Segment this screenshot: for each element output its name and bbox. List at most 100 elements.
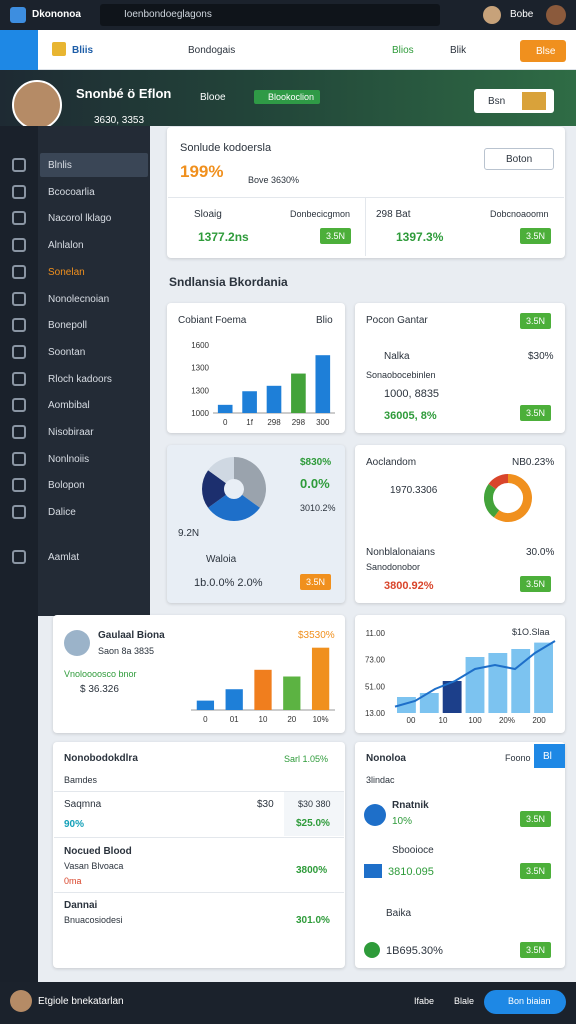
stat-caption: Donbecicgmon <box>290 209 351 219</box>
menu-item[interactable]: Bolopon <box>48 480 85 492</box>
x-tick-label: 200 <box>532 716 546 725</box>
card-sub: Bamdes <box>64 775 98 785</box>
card-title: Pocon Gantar <box>366 315 428 326</box>
card-badge[interactable]: 3.5N <box>520 576 552 592</box>
menu-icon <box>12 505 26 520</box>
bottom-link[interactable]: Blale <box>454 996 475 1006</box>
menu-icon <box>12 478 26 493</box>
bottom-button[interactable] <box>484 990 566 1014</box>
card-action[interactable]: Blio <box>316 315 333 326</box>
card-button[interactable] <box>534 744 565 768</box>
nav-link[interactable]: Blik <box>450 45 467 56</box>
card-sub: 3lindac <box>366 775 395 785</box>
avatar <box>364 804 386 826</box>
donut-segment <box>208 494 260 521</box>
menu-icon <box>12 318 26 333</box>
donut-segment <box>202 470 227 508</box>
header-dropdown[interactable]: Blooe <box>200 92 226 103</box>
y-tick-label: 73.00 <box>365 656 386 665</box>
row-name: Saqmna <box>64 799 102 810</box>
nav-link[interactable]: Blios <box>392 45 414 56</box>
nav-search[interactable]: Bondogais <box>188 45 236 56</box>
menu-item[interactable]: Blnlis <box>48 160 72 171</box>
card-badge[interactable]: 3.5N <box>520 405 552 421</box>
x-tick-label: 0 <box>203 715 208 724</box>
card-badge[interactable]: 3.5N <box>520 313 552 329</box>
menu-item[interactable]: Rloch kadoors <box>48 373 112 385</box>
menu-icon <box>12 238 26 253</box>
card-title: Nonobodokdlra <box>64 753 138 764</box>
bottom-link[interactable]: Ifabe <box>414 996 435 1006</box>
menu-item[interactable]: Soontan <box>48 346 86 358</box>
bottom-button-label: Bon biaian <box>508 996 551 1006</box>
summary-button[interactable] <box>484 148 554 170</box>
divider <box>54 791 344 792</box>
row-value: 3800% <box>296 865 328 876</box>
menu-item[interactable]: Nonolecnoian <box>48 293 110 305</box>
menu-item[interactable]: Bonepoll <box>48 320 87 332</box>
divider <box>168 197 564 198</box>
y-tick-label: 1600 <box>191 341 209 350</box>
card-link[interactable]: Foono <box>505 753 531 763</box>
stat-badge[interactable]: 3.5N <box>320 228 352 244</box>
menu-icon <box>12 398 26 413</box>
card-badge[interactable]: 3.5N <box>520 811 552 827</box>
bar <box>311 647 330 710</box>
y-tick-label: 13.00 <box>365 709 386 718</box>
user-avatar[interactable] <box>483 6 501 24</box>
stat-label: Sloaig <box>194 209 222 220</box>
person-name: Sbooioce <box>392 845 434 856</box>
table-card <box>53 742 345 968</box>
list-caption: Sonaobocebinlen <box>366 370 436 380</box>
menu-item[interactable]: Bcocoarlia <box>48 186 95 198</box>
menu-icon <box>12 425 26 439</box>
donut-segment <box>484 483 500 518</box>
icon-rail <box>0 126 38 982</box>
menu-item[interactable]: Aombibal <box>48 400 90 412</box>
menu-icon <box>12 549 26 564</box>
brand[interactable]: Bliis <box>72 45 94 56</box>
app-name: Dkononoa <box>32 9 81 20</box>
card-header-right: Sarl 1.05% <box>284 754 329 764</box>
stat-badge[interactable]: 3.5N <box>520 228 552 244</box>
donut-segment <box>493 474 532 522</box>
menu-item[interactable]: Nisobiraar <box>48 427 94 438</box>
stat-caption: Dobcnoaoomn <box>490 209 549 219</box>
menu-item[interactable]: Aamlat <box>48 551 80 563</box>
menu-icon <box>12 344 26 359</box>
menu-item[interactable]: Alnlalon <box>48 240 84 252</box>
card-badge[interactable]: 3.5N <box>520 863 552 879</box>
brand-icon <box>52 42 66 56</box>
y-tick-label: 1300 <box>191 364 209 373</box>
profile-avatar[interactable] <box>546 5 566 25</box>
menu-highlight <box>40 153 148 177</box>
stat-label: 298 Bat <box>376 209 411 220</box>
menu-item[interactable]: Dalice <box>48 507 76 519</box>
app-logo <box>10 7 26 23</box>
x-tick-label: 20 <box>287 715 296 724</box>
nav-button[interactable] <box>520 40 566 62</box>
search-text: Ioenbondoeglagons <box>124 9 212 20</box>
row-sub: Bnuacosiodesi <box>64 915 123 925</box>
row-value: $25.0% <box>296 818 330 829</box>
card-badge[interactable]: 3.5N <box>300 574 332 590</box>
menu-item[interactable]: Sonelan <box>48 266 85 278</box>
bar <box>283 676 301 710</box>
x-tick-label: 10% <box>313 715 329 724</box>
menu-item[interactable]: Nonlnoiis <box>48 453 90 465</box>
header-tag-bg <box>254 90 320 104</box>
home-button[interactable] <box>0 30 38 70</box>
menu-icon <box>12 158 26 172</box>
icon <box>364 864 382 878</box>
list-value: 36005, 8% <box>384 410 437 422</box>
divider <box>365 198 366 256</box>
row-sub: Vasan Blvoaca <box>64 861 124 871</box>
donut-segment <box>208 457 235 484</box>
card-badge[interactable]: 3.5N <box>520 942 552 958</box>
menu-icon <box>12 211 26 226</box>
person-value: 3810.095 <box>388 866 434 878</box>
search-box[interactable] <box>100 4 440 26</box>
ring-chart <box>484 474 532 522</box>
cell-bg <box>284 792 344 836</box>
menu-item[interactable]: Nacorol lklago <box>48 213 112 225</box>
